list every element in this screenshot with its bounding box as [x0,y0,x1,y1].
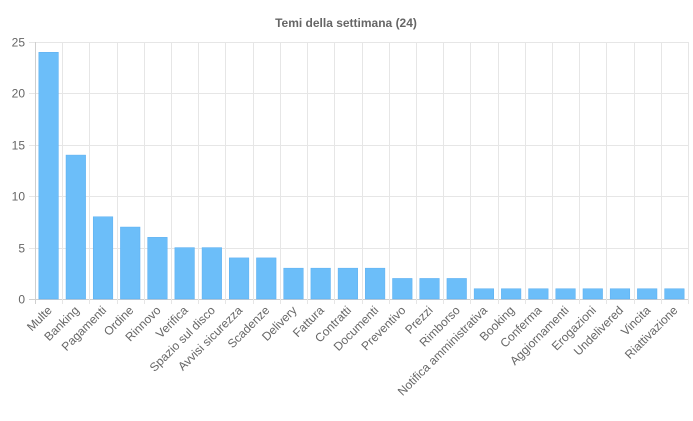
bar[interactable] [664,288,685,300]
y-axis-ticks: 0 5 10 15 20 25 [12,36,26,307]
bar[interactable] [446,278,467,300]
chart-title: Temi della settimana (24) [275,16,417,30]
bar[interactable] [120,226,141,300]
y-tick-label: 20 [12,87,26,101]
bar[interactable] [92,216,114,300]
x-axis-ticks: MulteBankingPagamentiOrdineRinnovoVerifi… [24,303,681,398]
bar[interactable] [229,257,250,300]
y-tick-label: 5 [18,242,25,256]
bar[interactable] [174,247,195,300]
bar[interactable] [256,257,277,300]
bar[interactable] [365,267,386,300]
bar[interactable] [38,52,59,300]
bar[interactable] [582,288,603,300]
bar[interactable] [337,267,358,300]
bars [38,52,685,300]
bar[interactable] [609,288,631,300]
bar[interactable] [501,288,522,300]
bar[interactable] [147,237,168,300]
bar[interactable] [65,154,86,300]
y-tick-label: 0 [18,293,25,307]
bar[interactable] [283,267,304,300]
bar[interactable] [528,288,549,300]
bar[interactable] [310,267,331,300]
bar[interactable] [637,288,658,300]
y-tick-label: 15 [12,139,26,153]
bar[interactable] [419,278,440,300]
bar[interactable] [392,278,413,300]
gridlines [29,42,689,304]
bar[interactable] [555,288,576,300]
bar[interactable] [473,288,494,300]
y-tick-label: 10 [12,190,26,204]
bar[interactable] [201,247,222,300]
y-tick-label: 25 [12,36,26,50]
